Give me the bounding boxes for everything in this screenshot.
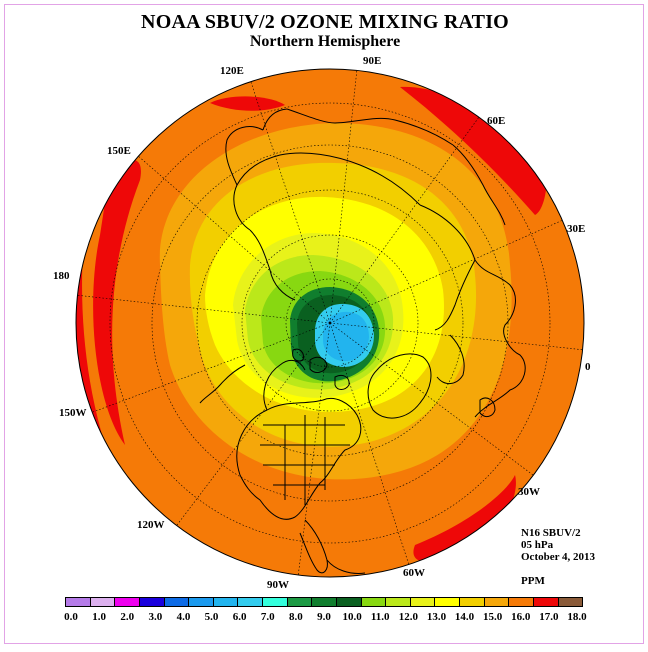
colorbar-swatch — [386, 598, 411, 606]
colorbar-swatch — [139, 598, 165, 606]
colorbar-swatch — [460, 598, 485, 606]
colorbar-tick-label: 2.0 — [120, 611, 135, 623]
units-label: PPM — [521, 575, 545, 587]
colorbar-tick-label: 11.0 — [370, 611, 390, 623]
colorbar-swatch — [336, 598, 362, 606]
longitude-label-60w: 60W — [403, 567, 425, 579]
colorbar-tick-label: 14.0 — [454, 611, 475, 623]
field-red-northeast — [400, 86, 547, 215]
longitude-label-90e: 90E — [363, 55, 382, 67]
colorbar-swatch — [533, 598, 559, 606]
ozone-map-figure: NOAA SBUV/2 OZONE MIXING RATIO Northern … — [4, 4, 644, 644]
colorbar-tick-label: 0.0 — [64, 611, 78, 623]
coastlines — [199, 108, 526, 574]
colorbar-swatch — [435, 598, 460, 606]
colorbar-tick-label: 12.0 — [398, 611, 418, 623]
colorbar-tick-label: 10.0 — [342, 611, 362, 623]
longitude-label-30w: 30W — [518, 486, 540, 498]
colorbar-tick-label: 17.0 — [539, 611, 559, 623]
colorbar-tick-label: 6.0 — [232, 611, 247, 623]
colorbar-swatch — [115, 598, 140, 606]
colorbar-swatch — [558, 598, 583, 606]
colorbar-swatch — [238, 598, 263, 606]
colorbar-tick-label: 18.0 — [567, 611, 587, 623]
longitude-label-60e: 60E — [487, 115, 506, 127]
globe-outline — [75, 68, 585, 578]
colorbar — [65, 597, 583, 607]
colorbar-swatch — [263, 598, 288, 606]
colorbar-tick-label: 8.0 — [289, 611, 303, 623]
colorbar-tick-label: 16.0 — [511, 611, 531, 623]
longitude-label-150w: 150W — [59, 407, 87, 419]
polar-map — [75, 68, 585, 578]
longitude-label-120e: 120E — [220, 65, 244, 77]
map-title: NOAA SBUV/2 OZONE MIXING RATIO — [141, 11, 509, 33]
longitude-label-180: 180 — [53, 270, 70, 282]
colorbar-tick-label: 4.0 — [176, 611, 191, 623]
satellite-label: N16 SBUV/2 — [521, 527, 581, 539]
longitude-label-120w: 120W — [137, 519, 165, 531]
colorbar-swatch — [361, 598, 387, 606]
longitude-label-90w: 90W — [267, 579, 289, 591]
colorbar-tick-label: 1.0 — [92, 611, 106, 623]
field-red-southeast — [413, 475, 516, 563]
colorbar-swatch — [189, 598, 214, 606]
field-red-north — [210, 96, 285, 111]
field-red-band-1 — [93, 159, 141, 445]
colorbar-swatch — [484, 598, 510, 606]
colorbar-swatch — [213, 598, 239, 606]
colorbar-tick-label: 13.0 — [426, 611, 447, 623]
colorbar-tick-label: 5.0 — [204, 611, 219, 623]
colorbar-tick-label: 3.0 — [148, 611, 163, 623]
latitude-circles — [109, 102, 551, 544]
longitude-label-150e: 150E — [107, 145, 131, 157]
date-label: October 4, 2013 — [521, 551, 596, 563]
ozone-field — [76, 69, 584, 577]
pressure-label: 05 hPa — [521, 539, 554, 551]
colorbar-tick-label: 9.0 — [317, 611, 331, 623]
colorbar-swatch — [164, 598, 190, 606]
longitude-label-30e: 30E — [567, 223, 586, 235]
colorbar-swatch — [66, 598, 91, 606]
field-light-blue — [323, 311, 369, 362]
colorbar-swatch — [287, 598, 313, 606]
longitude-label-0: 0 — [585, 361, 591, 373]
colorbar-tick-label: 15.0 — [483, 611, 503, 623]
colorbar-tick-label: 7.0 — [260, 611, 275, 623]
meridians — [76, 69, 584, 577]
colorbar-swatch — [410, 598, 436, 606]
map-subtitle: Northern Hemisphere — [249, 33, 401, 50]
colorbar-swatch — [90, 598, 116, 606]
colorbar-swatch — [312, 598, 337, 606]
colorbar-swatch — [509, 598, 534, 606]
